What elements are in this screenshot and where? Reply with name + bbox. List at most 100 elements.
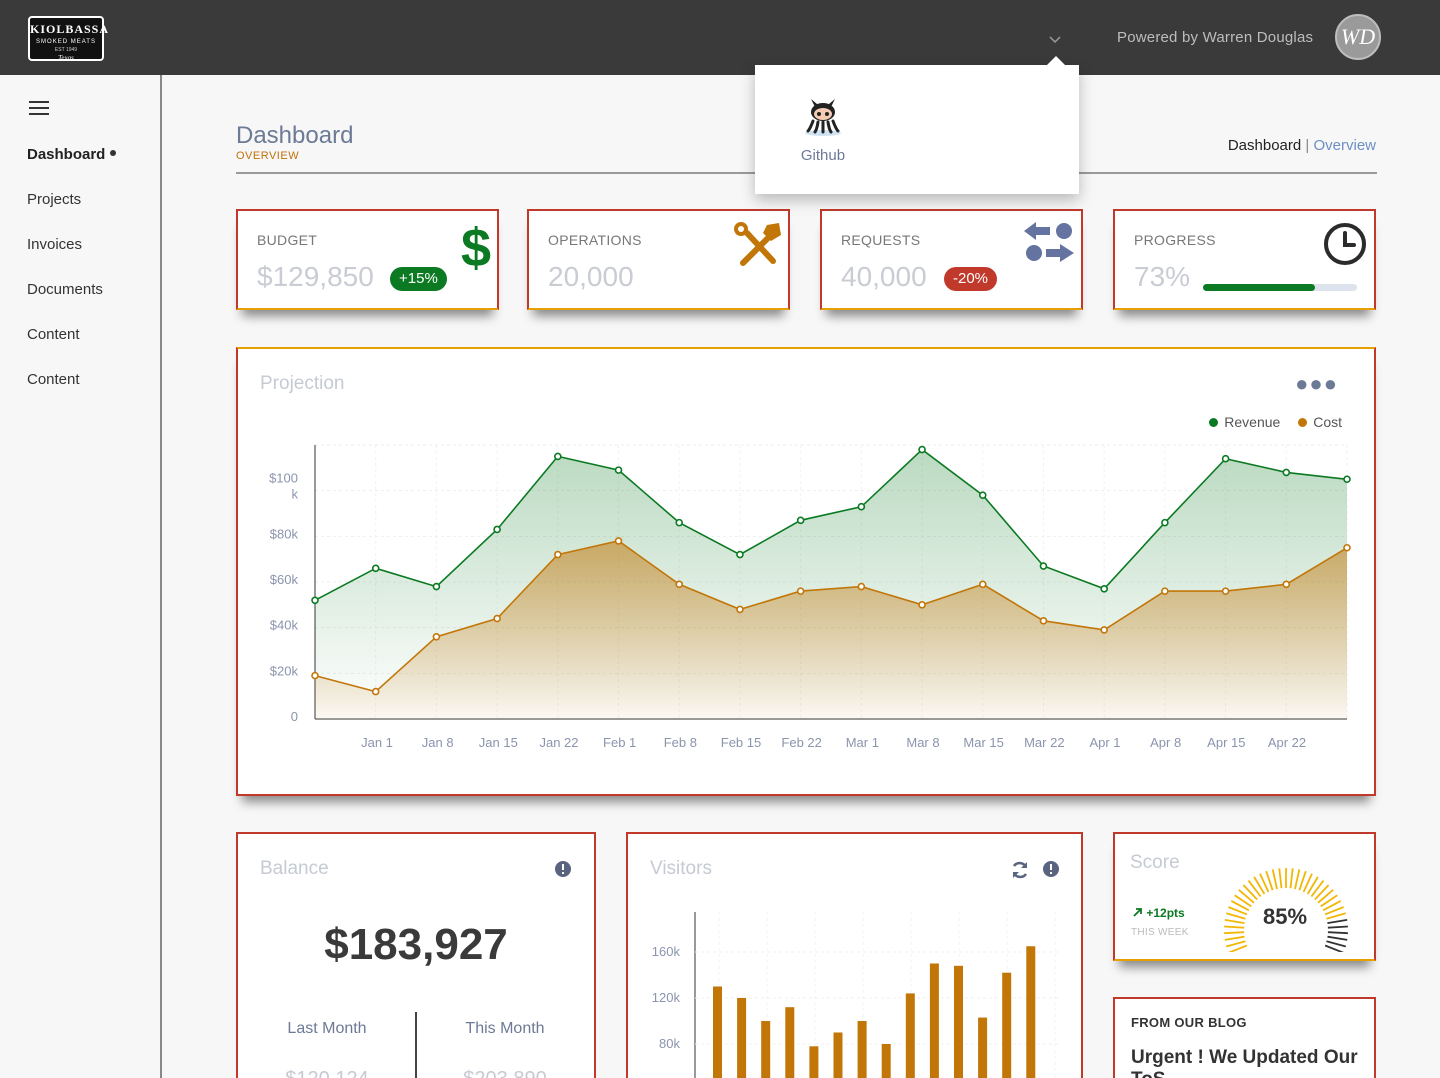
dropdown-item-github[interactable]: Github [785,93,861,164]
data-point-cost[interactable] [614,537,623,545]
data-point-revenue[interactable] [614,466,623,474]
avatar[interactable]: WD [1335,14,1381,60]
gauge-tick [1253,876,1266,895]
gauge-tick [1289,868,1294,889]
visitors-bar[interactable] [713,986,722,1078]
data-point-revenue[interactable] [736,550,744,559]
data-point-cost[interactable] [1039,617,1048,625]
stat-card-operations[interactable]: OPERATIONS 20,000 [527,209,790,310]
data-point-revenue[interactable] [918,445,926,454]
data-point-revenue[interactable] [675,518,684,527]
data-point-revenue[interactable] [978,491,987,500]
gauge-tick [1294,869,1301,890]
chevron-down-icon[interactable] [1048,32,1062,46]
data-point-revenue[interactable] [1100,585,1108,593]
data-point-cost[interactable] [857,582,866,591]
x-tick-label: Mar 15 [963,735,1003,750]
balance-title: Balance [260,858,329,879]
stat-label: PROGRESS [1134,232,1216,248]
data-point-cost[interactable] [978,580,987,589]
data-point-cost[interactable] [1221,587,1230,595]
data-point-revenue[interactable] [1161,518,1169,527]
visitors-bar[interactable] [761,1021,771,1078]
refresh-icon[interactable] [1010,860,1030,880]
x-tick-label: Jan 8 [422,735,454,750]
sidebar-item-projects[interactable]: Projects [27,191,82,208]
data-point-revenue[interactable] [1039,562,1048,570]
data-point-revenue[interactable] [554,452,562,461]
data-point-cost[interactable] [554,550,562,559]
visitors-bar[interactable] [785,1007,795,1078]
data-point-cost[interactable] [371,687,380,696]
info-icon[interactable] [554,860,572,878]
x-tick-label: Apr 15 [1207,735,1245,750]
data-point-cost[interactable] [1100,626,1108,634]
gauge-tick [1228,944,1248,952]
info-icon[interactable] [1042,860,1060,878]
stat-card-progress[interactable]: PROGRESS 73% [1113,209,1376,310]
gauge-tick [1225,940,1246,948]
stat-card-requests[interactable]: REQUESTS 40,000 -20% [820,209,1083,310]
brand-logo[interactable]: KIOLBASSA SMOKED MEATS EST 1949 Texas [28,16,108,62]
y-tick-label: 0 [291,709,298,724]
gauge-tick [1327,919,1348,924]
data-point-revenue[interactable] [1282,468,1291,477]
top-bar: KIOLBASSA SMOKED MEATS EST 1949 Texas Po… [0,0,1440,75]
data-point-cost[interactable] [1343,543,1351,552]
score-period: THIS WEEK [1131,927,1189,938]
data-point-cost[interactable] [432,632,441,641]
sidebar-nav: Dashboard Projects Invoices Documents Co… [27,145,116,415]
data-point-cost[interactable] [918,601,926,609]
svg-text:$: $ [461,219,491,273]
data-point-revenue[interactable] [857,502,866,511]
sidebar-item-invoices[interactable]: Invoices [27,236,83,253]
data-point-cost[interactable] [736,605,744,614]
stat-badge: +15% [390,267,447,291]
sidebar-item-content[interactable]: Content [27,326,80,343]
more-options-icon[interactable]: ●●● [1295,371,1338,396]
gauge-tick [1324,906,1344,916]
data-point-cost[interactable] [1282,580,1291,589]
breadcrumb-overview[interactable]: Overview [1313,137,1376,154]
data-point-cost[interactable] [1161,587,1169,595]
apps-dropdown: Github [755,56,1079,194]
dollar-icon: $ [461,219,491,273]
blog-post-title[interactable]: Urgent ! We Updated Our ToS [1131,1047,1358,1078]
visitors-bar[interactable] [1026,946,1036,1078]
legend-item-revenue[interactable]: Revenue [1209,414,1280,430]
visitors-bar[interactable] [978,1017,988,1078]
data-point-cost[interactable] [311,671,319,680]
data-point-revenue[interactable] [1343,475,1351,484]
x-tick-label: Jan 15 [479,735,518,750]
visitors-bar[interactable] [905,993,915,1078]
x-tick-label: Feb 15 [721,735,761,750]
data-point-revenue[interactable] [1221,454,1230,463]
menu-icon[interactable] [29,101,49,117]
data-point-cost[interactable] [796,587,805,595]
visitors-bar[interactable] [809,1046,819,1078]
data-point-revenue[interactable] [371,564,380,573]
sidebar-item-dashboard[interactable]: Dashboard [27,145,116,190]
data-point-revenue[interactable] [493,525,501,534]
trend-up-icon [1133,908,1142,917]
data-point-cost[interactable] [493,614,501,623]
visitors-bar[interactable] [1002,972,1012,1078]
gauge-tick [1224,935,1245,941]
visitors-bar[interactable] [881,1044,891,1078]
swap-arrows-icon [1024,222,1074,262]
data-point-revenue[interactable] [796,516,805,525]
visitors-bar[interactable] [857,1021,867,1078]
sidebar-item-content-2[interactable]: Content [27,371,80,388]
breadcrumb-dashboard[interactable]: Dashboard [1227,137,1302,154]
stat-card-budget[interactable]: BUDGET $129,850 +15% $ [236,209,499,310]
data-point-cost[interactable] [675,580,684,589]
visitors-bar[interactable] [833,1032,843,1078]
visitors-bar[interactable] [737,998,747,1078]
data-point-revenue[interactable] [432,582,441,591]
legend-item-cost[interactable]: Cost [1298,414,1342,430]
sidebar-item-documents[interactable]: Documents [27,281,103,298]
visitors-bar[interactable] [954,965,963,1078]
data-point-revenue[interactable] [311,596,319,605]
y-tick-label: $80k [270,526,299,541]
visitors-bar[interactable] [929,963,939,1078]
